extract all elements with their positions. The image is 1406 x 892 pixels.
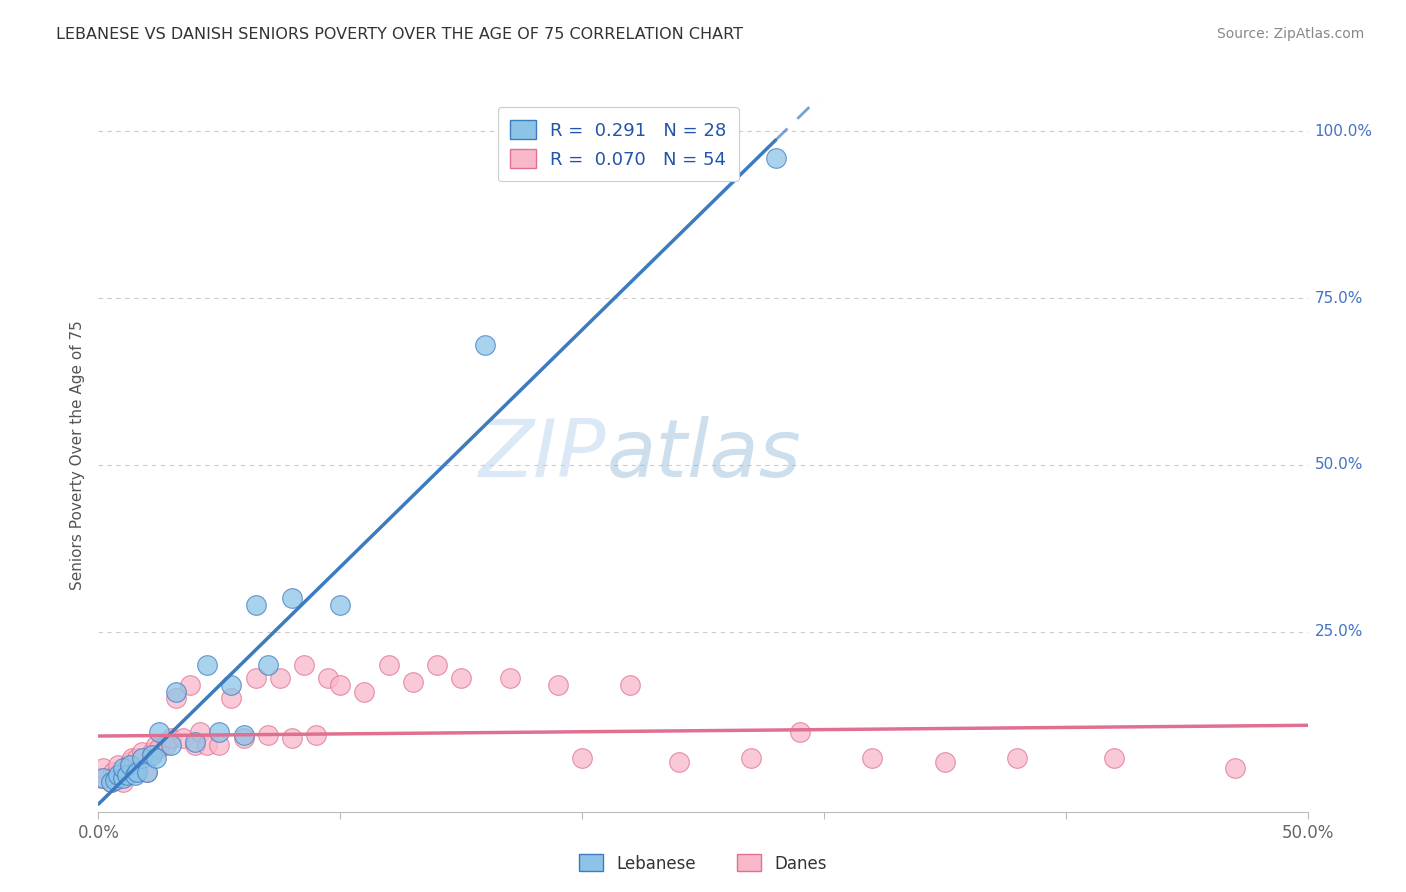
Point xyxy=(104,768,127,782)
Point xyxy=(131,751,153,765)
Point xyxy=(571,751,593,765)
Point xyxy=(121,751,143,765)
Point xyxy=(934,755,956,769)
Point xyxy=(172,731,194,746)
Point xyxy=(426,658,449,673)
Point xyxy=(184,734,207,748)
Point xyxy=(90,772,112,786)
Text: Source: ZipAtlas.com: Source: ZipAtlas.com xyxy=(1216,27,1364,41)
Point xyxy=(111,772,134,786)
Point xyxy=(281,591,304,606)
Text: 100.0%: 100.0% xyxy=(1315,124,1372,139)
Point xyxy=(450,671,472,685)
Point xyxy=(329,678,352,692)
Point xyxy=(165,691,187,706)
Text: LEBANESE VS DANISH SENIORS POVERTY OVER THE AGE OF 75 CORRELATION CHART: LEBANESE VS DANISH SENIORS POVERTY OVER … xyxy=(56,27,744,42)
Point xyxy=(256,728,278,742)
Point xyxy=(281,731,304,746)
Point xyxy=(195,658,218,673)
Legend: Lebanese, Danes: Lebanese, Danes xyxy=(572,847,834,880)
Point xyxy=(256,658,278,673)
Point xyxy=(107,758,129,772)
Point xyxy=(1223,761,1246,775)
Point xyxy=(1007,751,1029,765)
Point xyxy=(111,764,134,779)
Point xyxy=(124,768,146,782)
Text: 50.0%: 50.0% xyxy=(1315,458,1362,473)
Point xyxy=(91,761,114,775)
Point xyxy=(402,674,425,689)
Point xyxy=(124,764,146,779)
Point xyxy=(141,747,163,762)
Point xyxy=(668,755,690,769)
Point xyxy=(305,728,328,742)
Point xyxy=(135,764,157,779)
Point xyxy=(221,678,243,692)
Point xyxy=(111,774,134,789)
Point xyxy=(118,758,141,772)
Point xyxy=(208,738,231,752)
Point xyxy=(221,691,243,706)
Legend: R =  0.291   N = 28, R =  0.070   N = 54: R = 0.291 N = 28, R = 0.070 N = 54 xyxy=(498,107,740,181)
Point xyxy=(131,745,153,759)
Text: atlas: atlas xyxy=(606,416,801,494)
Point xyxy=(160,738,183,752)
Point xyxy=(160,731,183,746)
Point xyxy=(145,751,167,765)
Point xyxy=(474,338,496,352)
Point xyxy=(208,724,231,739)
Point xyxy=(245,671,267,685)
Point xyxy=(498,671,520,685)
Point xyxy=(377,658,399,673)
Text: ZIP: ZIP xyxy=(479,416,606,494)
Point xyxy=(179,678,201,692)
Point xyxy=(316,671,339,685)
Point xyxy=(765,151,787,165)
Point xyxy=(100,774,122,789)
Point xyxy=(101,764,124,779)
Point xyxy=(141,745,163,759)
Point xyxy=(127,764,149,779)
Point xyxy=(619,678,641,692)
Point xyxy=(165,684,187,698)
Point xyxy=(145,738,167,752)
Point xyxy=(127,751,149,765)
Point xyxy=(195,738,218,752)
Point xyxy=(148,724,170,739)
Point xyxy=(184,738,207,752)
Point xyxy=(740,751,762,765)
Point xyxy=(155,738,177,752)
Point xyxy=(292,658,315,673)
Point xyxy=(269,671,291,685)
Point xyxy=(232,728,254,742)
Point xyxy=(107,768,129,782)
Point xyxy=(118,755,141,769)
Point xyxy=(117,761,139,775)
Point xyxy=(148,741,170,756)
Text: 75.0%: 75.0% xyxy=(1315,291,1362,306)
Y-axis label: Seniors Poverty Over the Age of 75: Seniors Poverty Over the Age of 75 xyxy=(69,320,84,590)
Point xyxy=(1102,751,1125,765)
Text: 25.0%: 25.0% xyxy=(1315,624,1362,640)
Point xyxy=(135,764,157,779)
Point xyxy=(104,772,127,787)
Point xyxy=(789,724,811,739)
Point xyxy=(91,772,114,786)
Point xyxy=(329,598,352,612)
Point xyxy=(111,761,134,775)
Point xyxy=(860,751,883,765)
Point xyxy=(188,724,211,739)
Point xyxy=(117,768,139,782)
Point xyxy=(100,774,122,789)
Point xyxy=(353,684,375,698)
Point xyxy=(232,731,254,746)
Point xyxy=(245,598,267,612)
Point xyxy=(547,678,569,692)
